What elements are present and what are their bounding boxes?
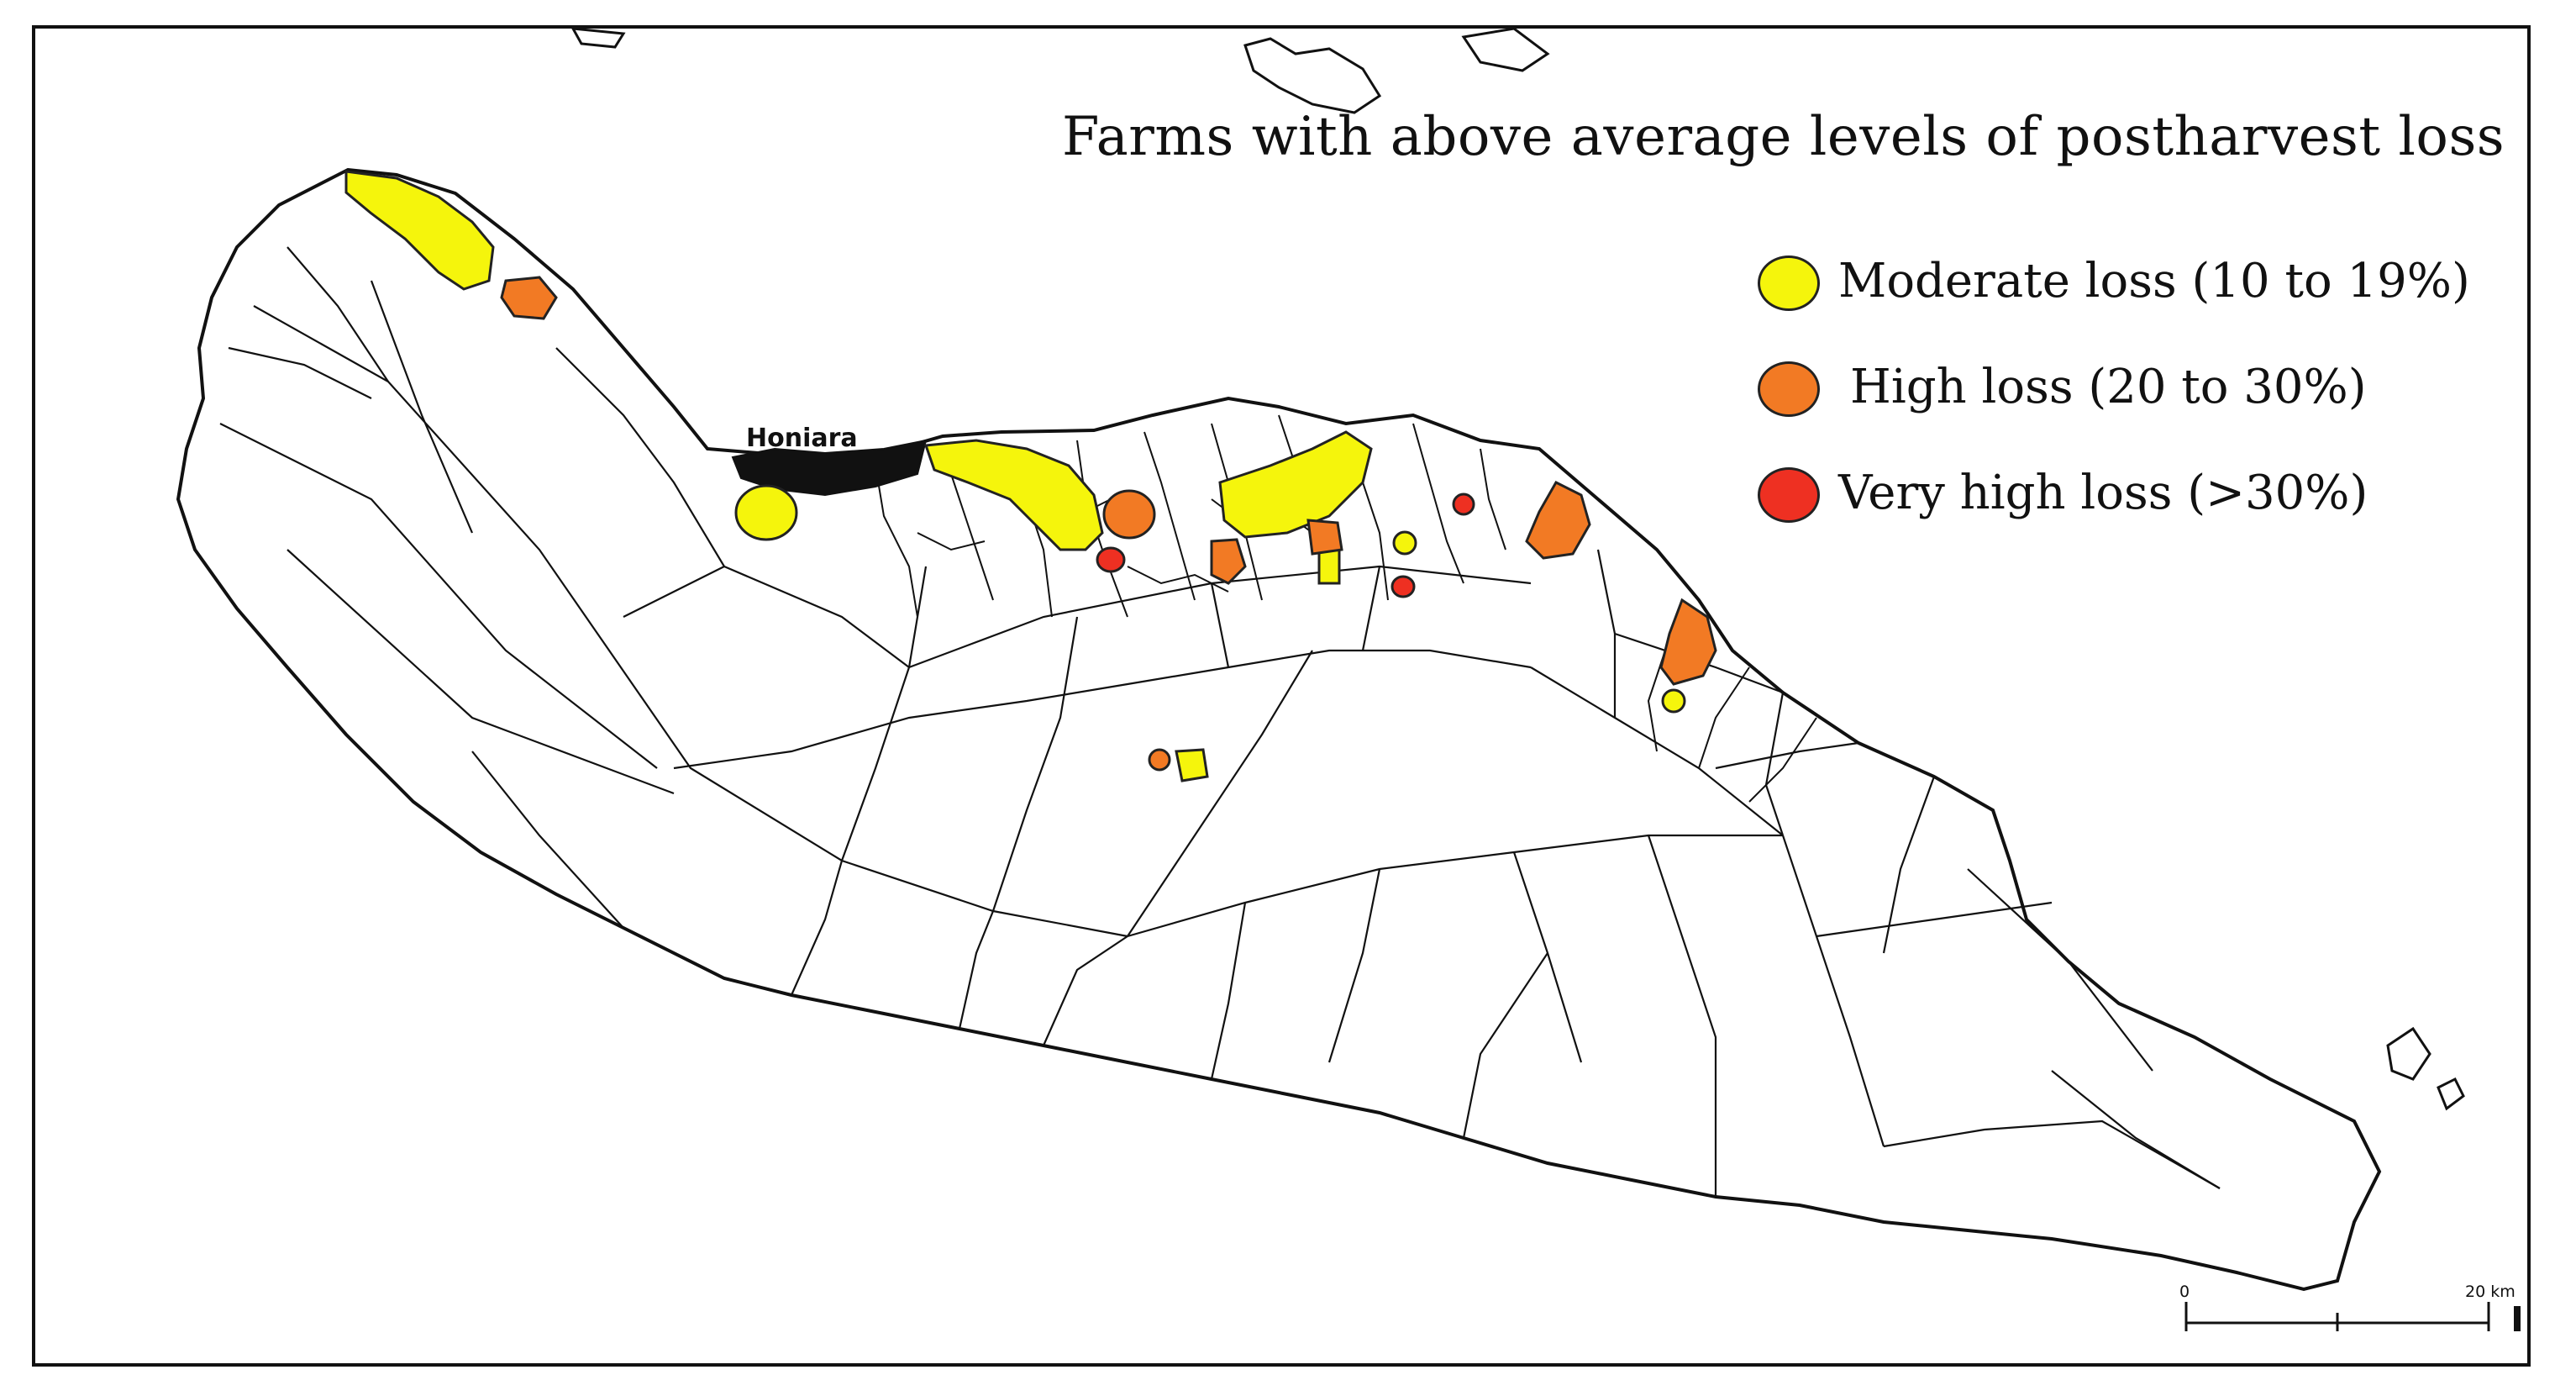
very-high-loss-areas xyxy=(1096,493,1475,598)
scale-bar xyxy=(2184,1302,2490,1331)
offshore-islands xyxy=(571,29,2465,1111)
road-network xyxy=(219,246,2221,1197)
scale-bar-end-tick xyxy=(2514,1306,2521,1331)
moderate-loss-swatch xyxy=(1758,255,1820,311)
high-loss-areas xyxy=(500,276,1717,772)
moderate-loss-areas xyxy=(344,170,1686,782)
island-outline xyxy=(176,167,2382,1292)
very-high-loss-swatch xyxy=(1758,467,1820,523)
legend-label-high: High loss (20 to 30%) xyxy=(1850,360,2367,414)
map-frame: Farms with above average levels of posth… xyxy=(32,25,2531,1367)
high-loss-swatch xyxy=(1758,361,1820,417)
map-title: Farms with above average levels of posth… xyxy=(1062,106,2505,168)
legend-label-moderate: Moderate loss (10 to 19%) xyxy=(1838,254,2470,308)
map-canvas xyxy=(176,29,2521,1331)
legend-label-very-high: Very high loss (>30%) xyxy=(1838,466,2368,520)
scale-label-end: 20 km xyxy=(2465,1283,2516,1301)
place-label-honiara: Honiara xyxy=(746,424,858,453)
scale-label-start: 0 xyxy=(2179,1283,2190,1301)
